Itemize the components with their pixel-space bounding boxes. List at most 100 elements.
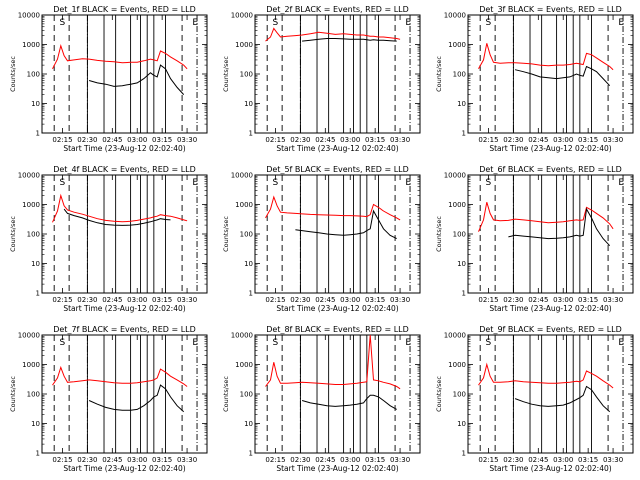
y-tick-label: 100 (27, 391, 40, 399)
x-tick-label: 02:30 (290, 136, 310, 144)
chart-panel: Det_4f BLACK = Events, RED = LLD 1 10 100 10… (9, 165, 208, 313)
chart-panel: Det_1f BLACK = Events, RED = LLD 1 10 100 10… (9, 5, 208, 153)
chart-panel: Det_6f BLACK = Events, RED = LLD 1 10 100 10… (435, 165, 634, 313)
start-marker-label: S (486, 338, 492, 348)
chart-title: Det_5f BLACK = Events, RED = LLD (266, 165, 409, 174)
y-axis-label: Counts/sec (435, 216, 443, 252)
x-axis-label: Start Time (23-Aug-12 02:02:40) (489, 144, 611, 153)
y-tick-label: 1000 (22, 201, 40, 209)
x-tick-label: 02:15 (52, 296, 72, 304)
end-marker-label: E (405, 178, 411, 188)
x-tick-label: 02:15 (265, 296, 285, 304)
x-tick-label: 02:45 (528, 456, 548, 464)
end-marker-label: E (405, 338, 411, 348)
x-tick-label: 03:00 (127, 456, 147, 464)
y-tick-label: 10000 (18, 12, 40, 20)
y-tick-label: 100 (27, 231, 40, 239)
events-series-line (508, 207, 611, 247)
events-series-line (514, 385, 611, 413)
x-tick-label: 03:30 (603, 136, 623, 144)
chart-title: Det_7f BLACK = Events, RED = LLD (53, 325, 196, 334)
y-tick-label: 1 (36, 450, 40, 458)
x-tick-label: 03:00 (340, 296, 360, 304)
events-series-line (63, 208, 171, 226)
start-marker-label: S (60, 338, 66, 348)
x-tick-label: 02:15 (52, 136, 72, 144)
y-tick-label: 1 (249, 450, 253, 458)
x-axis-label: Start Time (23-Aug-12 02:02:40) (276, 464, 398, 473)
x-tick-label: 03:30 (177, 136, 197, 144)
x-tick-label: 02:30 (503, 456, 523, 464)
y-tick-label: 1000 (235, 201, 253, 209)
y-tick-label: 1000 (235, 361, 253, 369)
x-tick-label: 03:00 (127, 296, 147, 304)
x-tick-label: 02:45 (102, 296, 122, 304)
end-marker-label: E (192, 18, 198, 28)
x-tick-label: 03:15 (152, 136, 172, 144)
y-tick-label: 1000 (448, 41, 466, 49)
x-tick-label: 02:30 (290, 456, 310, 464)
lld-series-line (52, 193, 188, 223)
x-tick-label: 02:30 (503, 136, 523, 144)
y-axis-label: Counts/sec (9, 56, 17, 92)
chart-title: Det_3f BLACK = Events, RED = LLD (479, 5, 622, 14)
x-tick-label: 02:45 (315, 456, 335, 464)
y-tick-label: 100 (240, 391, 253, 399)
x-tick-label: 03:00 (553, 296, 573, 304)
chart-panel: Det_5f BLACK = Events, RED = LLD 1 10 100 10… (222, 165, 421, 313)
y-tick-label: 1 (249, 130, 253, 138)
x-tick-label: 02:45 (315, 136, 335, 144)
y-tick-label: 10 (31, 100, 40, 108)
start-marker-label: S (273, 338, 279, 348)
y-axis-label: Counts/sec (9, 376, 17, 412)
end-marker-label: E (618, 178, 624, 188)
y-tick-label: 10 (457, 100, 466, 108)
x-tick-label: 02:45 (315, 296, 335, 304)
lld-series-line (265, 334, 401, 390)
y-tick-label: 10000 (18, 172, 40, 180)
end-marker-label: E (192, 338, 198, 348)
chart-title: Det_8f BLACK = Events, RED = LLD (266, 325, 409, 334)
y-tick-label: 100 (453, 71, 466, 79)
start-marker-label: S (486, 18, 492, 28)
y-tick-label: 1 (36, 130, 40, 138)
y-axis-label: Counts/sec (222, 56, 230, 92)
x-tick-label: 02:15 (478, 456, 498, 464)
x-tick-label: 02:45 (528, 296, 548, 304)
y-axis-label: Counts/sec (222, 376, 230, 412)
y-tick-label: 100 (240, 231, 253, 239)
chart-title: Det_2f BLACK = Events, RED = LLD (266, 5, 409, 14)
events-series-line (302, 38, 397, 42)
y-tick-label: 1 (249, 290, 253, 298)
y-tick-label: 100 (240, 71, 253, 79)
x-tick-label: 03:15 (578, 456, 598, 464)
y-tick-label: 10000 (231, 12, 253, 20)
x-tick-label: 02:45 (528, 136, 548, 144)
y-tick-label: 10000 (444, 172, 466, 180)
lld-series-line (52, 365, 188, 387)
y-tick-label: 10000 (444, 332, 466, 340)
x-tick-label: 02:30 (77, 296, 97, 304)
events-series-line (88, 384, 185, 413)
chart-title: Det_1f BLACK = Events, RED = LLD (53, 5, 196, 14)
x-tick-label: 02:15 (478, 136, 498, 144)
start-marker-label: S (273, 178, 279, 188)
y-tick-label: 10000 (231, 332, 253, 340)
x-tick-label: 03:30 (390, 296, 410, 304)
x-tick-label: 03:00 (553, 136, 573, 144)
y-axis-label: Counts/sec (435, 376, 443, 412)
start-marker-label: S (486, 178, 492, 188)
chart-title: Det_4f BLACK = Events, RED = LLD (53, 165, 196, 174)
events-series-line (514, 65, 611, 87)
y-tick-label: 1 (462, 130, 466, 138)
end-marker-label: E (405, 18, 411, 28)
x-tick-label: 03:30 (603, 456, 623, 464)
y-tick-label: 1 (36, 290, 40, 298)
events-series-line (295, 209, 397, 240)
x-axis-label: Start Time (23-Aug-12 02:02:40) (489, 304, 611, 313)
y-tick-label: 10000 (18, 332, 40, 340)
chart-panel: Det_7f BLACK = Events, RED = LLD 1 10 100 10… (9, 325, 208, 473)
x-tick-label: 02:15 (265, 136, 285, 144)
x-axis-label: Start Time (23-Aug-12 02:02:40) (276, 144, 398, 153)
